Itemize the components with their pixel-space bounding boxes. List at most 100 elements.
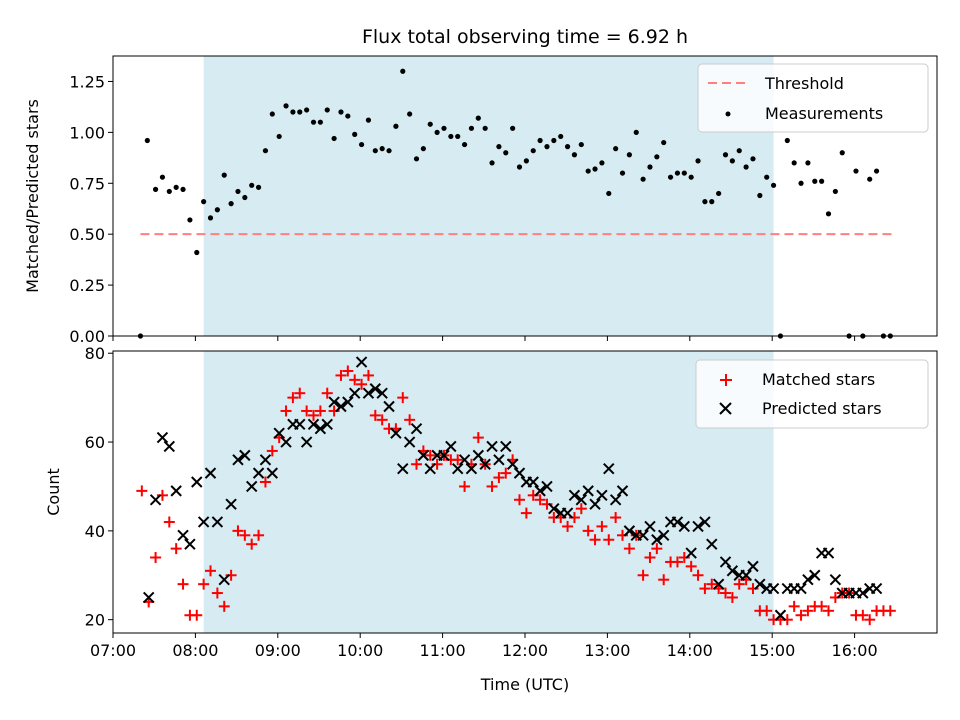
- measurement-point: [729, 158, 735, 164]
- matched-star-marker: [459, 480, 471, 492]
- predicted-star-marker: [795, 582, 807, 595]
- top-axes-frame: [112, 55, 938, 337]
- measurement-point: [496, 144, 502, 150]
- measurement-point: [468, 125, 475, 131]
- matched-star-marker: [369, 409, 381, 421]
- measurement-point: [626, 152, 632, 158]
- matched-star-marker: [637, 569, 649, 581]
- measurement-point: [317, 119, 323, 125]
- measurement-point: [180, 186, 186, 192]
- predicted-star-marker: [259, 454, 272, 466]
- measurement-point: [537, 137, 543, 144]
- predicted-star-marker: [362, 387, 375, 399]
- matched-star-marker: [424, 449, 436, 461]
- predicted-star-marker: [156, 431, 169, 444]
- predicted-star-marker: [651, 534, 663, 546]
- measurement-point: [551, 137, 557, 144]
- matched-star-marker: [761, 605, 773, 617]
- x-axis-label: Time (UTC): [480, 675, 569, 694]
- measurement-point: [613, 146, 619, 152]
- predicted-star-marker: [754, 578, 766, 590]
- matched-star-marker: [514, 494, 526, 506]
- predicted-star-marker: [342, 396, 354, 408]
- measurement-point: [619, 170, 626, 176]
- predicted-star-marker: [218, 574, 230, 586]
- predicted-star-marker: [280, 436, 292, 448]
- top-legend: Threshold Measurements: [697, 63, 929, 133]
- matched-star-marker: [356, 378, 368, 390]
- measurement-point: [798, 180, 804, 186]
- bottom-shaded-span: [203, 351, 774, 633]
- matched-star-marker: [294, 387, 306, 399]
- top-y-tick-label: 0.25: [69, 276, 105, 295]
- top-x-ticks: [112, 336, 856, 341]
- measurement-point: [647, 164, 653, 170]
- predicted-star-marker: [527, 476, 539, 488]
- matched-star-marker: [726, 591, 738, 603]
- matched-star-marker: [788, 600, 800, 612]
- measurement-point: [770, 182, 777, 188]
- measurement-point: [194, 249, 200, 256]
- predicted-star-marker: [822, 547, 835, 559]
- measurement-point: [825, 211, 832, 217]
- measurement-point: [304, 107, 310, 113]
- measurement-point: [455, 133, 461, 140]
- measurement-point: [173, 184, 179, 190]
- predicted-star-marker: [685, 547, 697, 559]
- predicted-star-marker: [513, 467, 526, 479]
- measurements-series: [137, 68, 893, 339]
- predicted-star-marker: [397, 462, 409, 475]
- x-tick-label: 13:00: [584, 641, 630, 660]
- measurement-point: [297, 109, 303, 115]
- measurement-point: [564, 144, 571, 150]
- bottom-y-tick-label: 60: [85, 433, 105, 452]
- measurement-point: [633, 129, 639, 135]
- matched-star-marker: [596, 520, 608, 532]
- legend-matched-label: Matched stars: [762, 370, 875, 389]
- matched-star-marker: [884, 605, 896, 617]
- predicted-star-marker: [232, 454, 244, 466]
- matched-star-marker: [335, 369, 347, 381]
- predicted-star-marker: [390, 427, 402, 439]
- matched-star-marker: [816, 600, 828, 612]
- top-y-tick-label: 0.75: [69, 174, 105, 193]
- matched-star-marker: [301, 405, 313, 417]
- predicted-star-marker: [609, 494, 622, 506]
- matched-star-marker: [259, 476, 271, 488]
- predicted-star-marker: [561, 507, 574, 519]
- legend-threshold-label: Threshold: [764, 74, 844, 93]
- predicted-star-marker: [335, 400, 347, 413]
- bottom-legend: Matched stars Predicted stars: [695, 359, 929, 429]
- predicted-star-marker: [211, 516, 224, 528]
- matched-star-marker: [136, 485, 148, 497]
- measurement-point: [640, 176, 646, 182]
- measurement-point: [365, 117, 372, 123]
- predicted-star-marker: [568, 489, 581, 502]
- measurement-point: [688, 174, 694, 180]
- matched-star-marker: [253, 529, 265, 541]
- matched-star-marker: [603, 534, 615, 546]
- predicted-star-marker: [245, 480, 258, 493]
- legend-predicted-label: Predicted stars: [762, 399, 882, 418]
- measurement-point: [166, 188, 172, 195]
- bottom-legend-box: [695, 359, 929, 429]
- matched-star-marker: [562, 520, 574, 532]
- measurement-point: [338, 109, 344, 115]
- predicted-star-marker: [191, 476, 203, 488]
- measurement-point: [159, 174, 166, 180]
- measurement-point: [516, 164, 523, 170]
- predicted-star-marker: [747, 560, 759, 573]
- matched-star-marker: [246, 538, 258, 550]
- measurement-point: [695, 158, 701, 164]
- matched-star-marker: [191, 609, 203, 621]
- predicted-star-marker: [369, 383, 382, 395]
- measurement-point: [144, 137, 150, 144]
- measurement-point: [757, 192, 763, 199]
- matched-star-marker: [232, 525, 244, 537]
- top-y-axis: 0.00 0.25 0.50 0.75 1.00 1.25: [69, 72, 113, 346]
- measurement-point: [372, 148, 378, 154]
- predicted-star-marker: [321, 418, 333, 430]
- measurement-point: [290, 109, 296, 115]
- matched-star-marker: [802, 605, 814, 617]
